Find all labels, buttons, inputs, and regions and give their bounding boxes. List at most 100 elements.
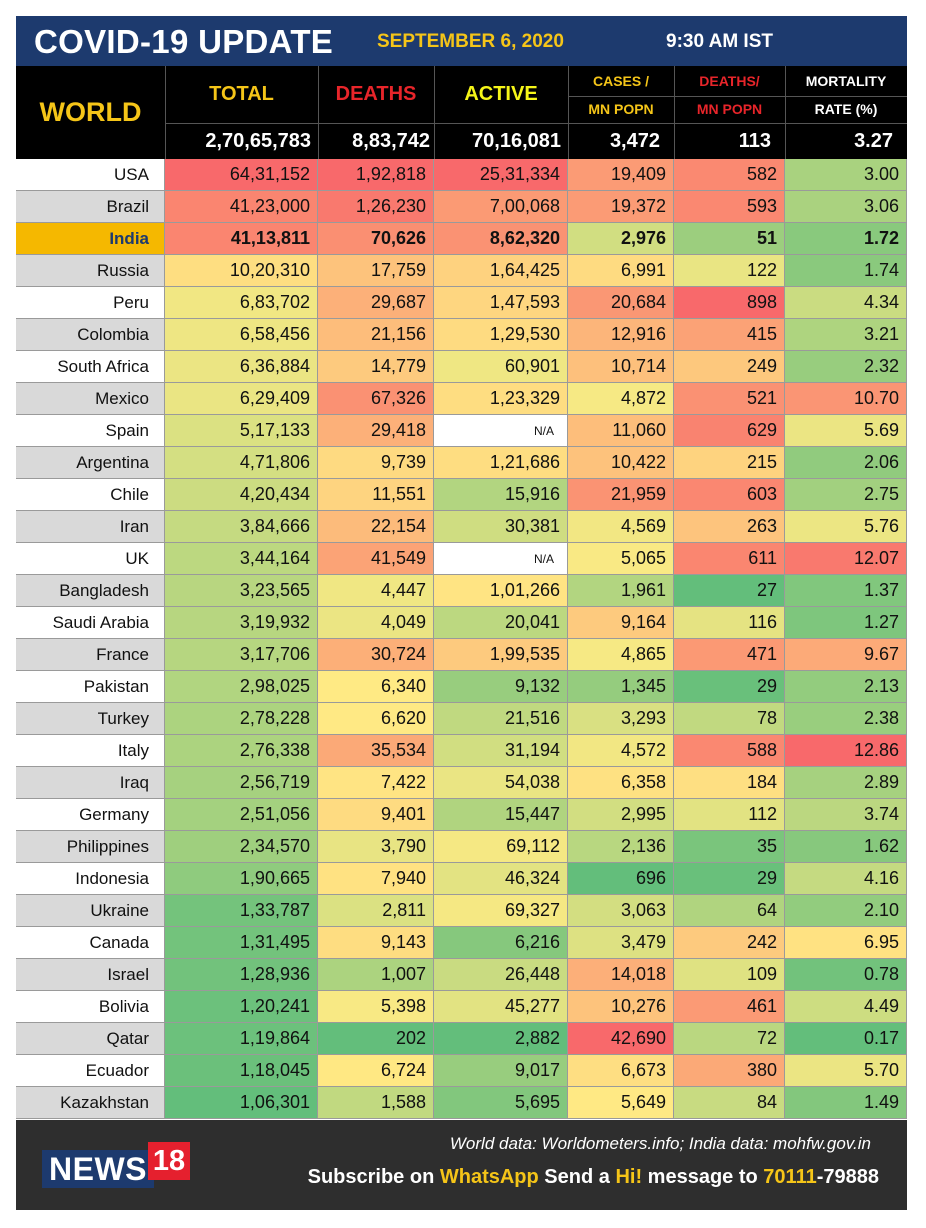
deaths-mn-cell: 122 [674, 255, 785, 287]
total-cell: 2,78,228 [165, 703, 318, 735]
table-row: Qatar 1,19,864 202 2,882 42,690 72 0.17 [16, 1023, 907, 1055]
active-cell: 60,901 [434, 351, 568, 383]
active-cell: 26,448 [434, 959, 568, 991]
total-cell: 2,56,719 [165, 767, 318, 799]
mortality-cell: 5.69 [785, 415, 907, 447]
deaths-cell: 5,398 [318, 991, 434, 1023]
cases-mn-cell: 4,572 [568, 735, 674, 767]
country-cell: Ukraine [16, 895, 165, 927]
mortality-cell: 3.00 [785, 159, 907, 191]
table-row: Brazil 41,23,000 1,26,230 7,00,068 19,372 593… [16, 191, 907, 223]
table-row: Canada 1,31,495 9,143 6,216 3,479 242 6.95 [16, 927, 907, 959]
header-divider [674, 66, 675, 159]
country-cell: France [16, 639, 165, 671]
deaths-mn-cell: 242 [674, 927, 785, 959]
active-cell: 9,017 [434, 1055, 568, 1087]
mortality-cell: 5.76 [785, 511, 907, 543]
deaths-mn-cell: 112 [674, 799, 785, 831]
active-cell: 54,038 [434, 767, 568, 799]
deaths-cell: 2,811 [318, 895, 434, 927]
active-cell: N/A [434, 543, 568, 575]
active-cell: 25,31,334 [434, 159, 568, 191]
deaths-cell: 29,687 [318, 287, 434, 319]
deaths-cell: 22,154 [318, 511, 434, 543]
deaths-cell: 6,620 [318, 703, 434, 735]
active-cell: 69,327 [434, 895, 568, 927]
table-row: Spain 5,17,133 29,418 N/A 11,060 629 5.69 [16, 415, 907, 447]
table-row: UK 3,44,164 41,549 N/A 5,065 611 12.07 [16, 543, 907, 575]
table-row: Kazakhstan 1,06,301 1,588 5,695 5,649 84 1.49 [16, 1087, 907, 1119]
table-row: Iraq 2,56,719 7,422 54,038 6,358 184 2.89 [16, 767, 907, 799]
total-cell: 2,51,056 [165, 799, 318, 831]
table-row: Turkey 2,78,228 6,620 21,516 3,293 78 2.38 [16, 703, 907, 735]
header-deaths-mn-2: MN POPN [696, 101, 763, 117]
cases-mn-cell: 12,916 [568, 319, 674, 351]
deaths-mn-cell: 593 [674, 191, 785, 223]
total-cell: 41,23,000 [165, 191, 318, 223]
active-cell: 7,00,068 [434, 191, 568, 223]
total-cell: 4,71,806 [165, 447, 318, 479]
country-cell: Bolivia [16, 991, 165, 1023]
mortality-cell: 4.16 [785, 863, 907, 895]
total-cell: 4,20,434 [165, 479, 318, 511]
table-row: USA 64,31,152 1,92,818 25,31,334 19,409 582 3.… [16, 159, 907, 191]
total-cell: 1,90,665 [165, 863, 318, 895]
cases-mn-cell: 2,136 [568, 831, 674, 863]
world-mortality: 3.27 [854, 130, 893, 152]
cases-mn-cell: 19,409 [568, 159, 674, 191]
cases-mn-cell: 11,060 [568, 415, 674, 447]
table-row: Indonesia 1,90,665 7,940 46,324 696 29 4.16 [16, 863, 907, 895]
mortality-cell: 2.13 [785, 671, 907, 703]
total-cell: 3,17,706 [165, 639, 318, 671]
country-cell: Turkey [16, 703, 165, 735]
deaths-mn-cell: 588 [674, 735, 785, 767]
deaths-cell: 29,418 [318, 415, 434, 447]
mortality-cell: 9.67 [785, 639, 907, 671]
mortality-cell: 12.86 [785, 735, 907, 767]
active-cell: 2,882 [434, 1023, 568, 1055]
deaths-mn-cell: 27 [674, 575, 785, 607]
cases-mn-cell: 3,063 [568, 895, 674, 927]
cases-mn-cell: 5,649 [568, 1087, 674, 1119]
deaths-mn-cell: 898 [674, 287, 785, 319]
table-row: India 41,13,811 70,626 8,62,320 2,976 51 1.72 [16, 223, 907, 255]
country-cell: South Africa [16, 351, 165, 383]
table-row: Ukraine 1,33,787 2,811 69,327 3,063 64 2.10 [16, 895, 907, 927]
deaths-mn-cell: 184 [674, 767, 785, 799]
country-cell: Kazakhstan [16, 1087, 165, 1119]
deaths-cell: 1,588 [318, 1087, 434, 1119]
active-cell: 46,324 [434, 863, 568, 895]
country-cell: Israel [16, 959, 165, 991]
deaths-mn-cell: 415 [674, 319, 785, 351]
cases-mn-cell: 2,995 [568, 799, 674, 831]
table-row: Russia 10,20,310 17,759 1,64,425 6,991 122 1.7… [16, 255, 907, 287]
deaths-cell: 30,724 [318, 639, 434, 671]
table-row: Colombia 6,58,456 21,156 1,29,530 12,916 415 3… [16, 319, 907, 351]
total-cell: 10,20,310 [165, 255, 318, 287]
deaths-mn-cell: 461 [674, 991, 785, 1023]
total-cell: 3,44,164 [165, 543, 318, 575]
table-row: Bolivia 1,20,241 5,398 45,277 10,276 461 4.49 [16, 991, 907, 1023]
deaths-mn-cell: 84 [674, 1087, 785, 1119]
deaths-cell: 4,049 [318, 607, 434, 639]
active-cell: 1,99,535 [434, 639, 568, 671]
source-note: World data: Worldometers.info; India dat… [449, 1134, 871, 1153]
country-cell: Spain [16, 415, 165, 447]
country-cell: Ecuador [16, 1055, 165, 1087]
country-cell: USA [16, 159, 165, 191]
deaths-mn-cell: 51 [674, 223, 785, 255]
deaths-cell: 67,326 [318, 383, 434, 415]
deaths-mn-cell: 35 [674, 831, 785, 863]
total-cell: 1,31,495 [165, 927, 318, 959]
cases-mn-cell: 10,422 [568, 447, 674, 479]
deaths-mn-cell: 29 [674, 671, 785, 703]
country-cell: Colombia [16, 319, 165, 351]
logo-text: NEWS [42, 1150, 154, 1188]
deaths-cell: 4,447 [318, 575, 434, 607]
header-mortality-1: MORTALITY [805, 73, 887, 89]
world-total: 2,70,65,783 [205, 130, 311, 152]
deaths-cell: 21,156 [318, 319, 434, 351]
cases-mn-cell: 19,372 [568, 191, 674, 223]
total-cell: 1,19,864 [165, 1023, 318, 1055]
deaths-cell: 70,626 [318, 223, 434, 255]
